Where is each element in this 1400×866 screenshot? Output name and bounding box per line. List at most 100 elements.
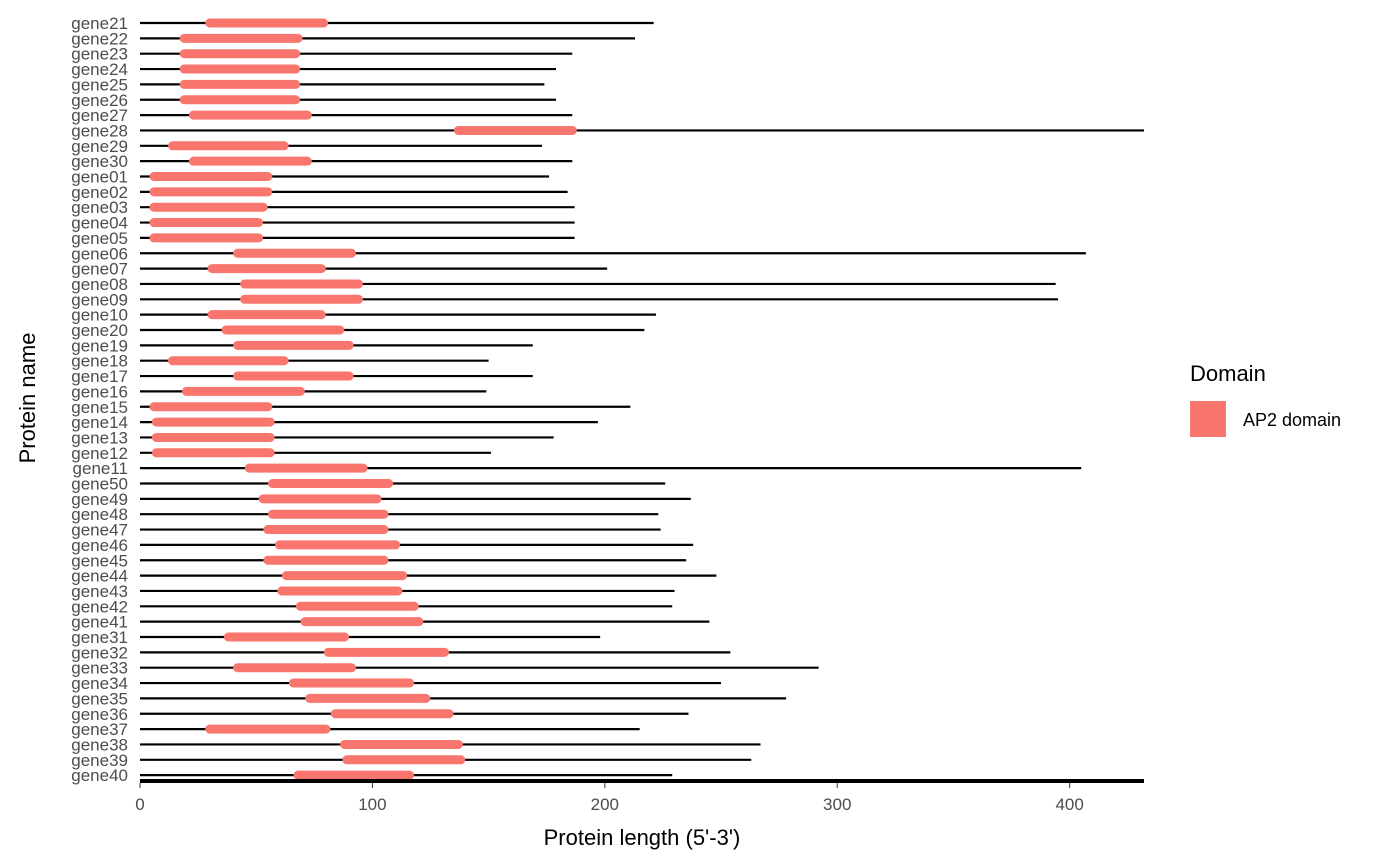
y-tick-label: gene40 [71,766,128,785]
protein-row-gene02: gene02 [71,183,568,202]
y-tick-label: gene39 [71,751,128,770]
y-tick-label: gene48 [71,505,128,524]
y-tick-label: gene08 [71,275,128,294]
y-tick-label: gene21 [71,14,128,33]
protein-row-gene01: gene01 [71,168,550,187]
legend: Domain AP2 domain [1190,361,1341,437]
legend-key-ap2-domain [1190,401,1226,437]
y-tick-label: gene02 [71,183,128,202]
protein-row-gene16: gene16 [71,382,487,401]
protein-row-gene08: gene08 [71,275,1056,294]
y-tick-label: gene07 [71,260,128,279]
y-tick-label: gene27 [71,106,128,125]
protein-row-gene13: gene13 [71,428,554,447]
protein-row-gene26: gene26 [71,91,557,110]
protein-row-gene24: gene24 [71,60,557,79]
protein-row-gene10: gene10 [71,306,656,325]
y-tick-label: gene11 [73,459,128,478]
y-tick-label: gene19 [71,336,128,355]
y-tick-label: gene06 [71,244,128,263]
protein-row-gene18: gene18 [71,352,489,371]
protein-row-gene14: gene14 [71,413,598,432]
protein-row-gene38: gene38 [71,735,761,754]
y-tick-label: gene20 [71,321,128,340]
x-tick-label: 0 [135,795,144,814]
y-tick-label: gene09 [71,290,128,309]
protein-row-gene03: gene03 [71,198,575,217]
protein-row-gene37: gene37 [71,720,640,739]
y-axis-title: Protein name [15,333,40,464]
protein-row-gene20: gene20 [71,321,645,340]
y-tick-label: gene45 [71,551,128,570]
y-tick-label: gene29 [71,137,128,156]
y-tick-label: gene36 [71,705,128,724]
protein-row-gene23: gene23 [71,45,573,64]
y-tick-label: gene10 [71,306,128,325]
protein-row-gene34: gene34 [71,674,722,693]
protein-row-gene22: gene22 [71,29,636,48]
y-tick-label: gene17 [71,367,128,386]
protein-row-gene42: gene42 [71,597,673,616]
y-tick-label: gene03 [71,198,128,217]
y-tick-label: gene14 [71,413,128,432]
legend-title: Domain [1190,361,1266,386]
y-tick-label: gene44 [71,567,128,586]
protein-row-gene50: gene50 [71,475,666,494]
y-tick-label: gene30 [71,152,128,171]
protein-row-gene11: gene11 [73,459,1082,478]
protein-row-gene31: gene31 [71,628,601,647]
protein-row-gene05: gene05 [71,229,575,248]
protein-row-gene27: gene27 [71,106,573,125]
protein-row-gene32: gene32 [71,643,731,662]
protein-row-gene04: gene04 [71,214,575,233]
protein-row-gene45: gene45 [71,551,687,570]
y-tick-label: gene37 [71,720,128,739]
protein-row-gene07: gene07 [71,260,608,279]
x-tick-label: 200 [591,795,619,814]
y-tick-label: gene15 [71,398,128,417]
y-tick-label: gene01 [71,168,128,187]
y-tick-label: gene04 [71,214,128,233]
y-tick-label: gene43 [71,582,128,601]
y-tick-label: gene22 [71,29,128,48]
x-axis-ticks: 0 100 200 300 400 [135,783,1084,814]
x-tick-label: 400 [1055,795,1083,814]
protein-row-gene40: gene40 [71,766,673,785]
y-tick-label: gene16 [71,382,128,401]
protein-row-gene06: gene06 [71,244,1086,263]
y-tick-label: gene26 [71,91,128,110]
x-tick-label: 100 [358,795,386,814]
y-tick-label: gene50 [71,475,128,494]
y-tick-label: gene34 [71,674,128,693]
protein-row-gene19: gene19 [71,336,533,355]
x-tick-label: 300 [823,795,851,814]
protein-row-gene35: gene35 [71,689,787,708]
y-tick-label: gene41 [71,613,128,632]
protein-row-gene29: gene29 [71,137,543,156]
protein-row-gene12: gene12 [71,444,491,463]
protein-row-gene21: gene21 [71,14,654,33]
y-tick-label: gene38 [71,735,128,754]
protein-row-gene15: gene15 [71,398,631,417]
y-tick-label: gene28 [71,121,128,140]
protein-row-gene49: gene49 [71,490,691,509]
y-tick-label: gene33 [71,659,128,678]
y-tick-label: gene12 [71,444,128,463]
protein-rows: gene21gene22gene23gene24gene25gene26gene… [71,14,1144,785]
protein-row-gene43: gene43 [71,582,675,601]
x-axis-title: Protein length (5'-3') [544,825,741,850]
y-tick-label: gene24 [71,60,128,79]
y-tick-label: gene46 [71,536,128,555]
y-tick-label: gene13 [71,428,128,447]
y-tick-label: gene47 [71,521,128,540]
y-tick-label: gene23 [71,45,128,64]
protein-row-gene17: gene17 [71,367,533,386]
y-tick-label: gene42 [71,597,128,616]
legend-label-ap2-domain: AP2 domain [1243,410,1341,430]
protein-row-gene25: gene25 [71,75,545,94]
y-tick-label: gene25 [71,75,128,94]
protein-row-gene09: gene09 [71,290,1059,309]
y-tick-label: gene05 [71,229,128,248]
y-tick-label: gene31 [71,628,128,647]
